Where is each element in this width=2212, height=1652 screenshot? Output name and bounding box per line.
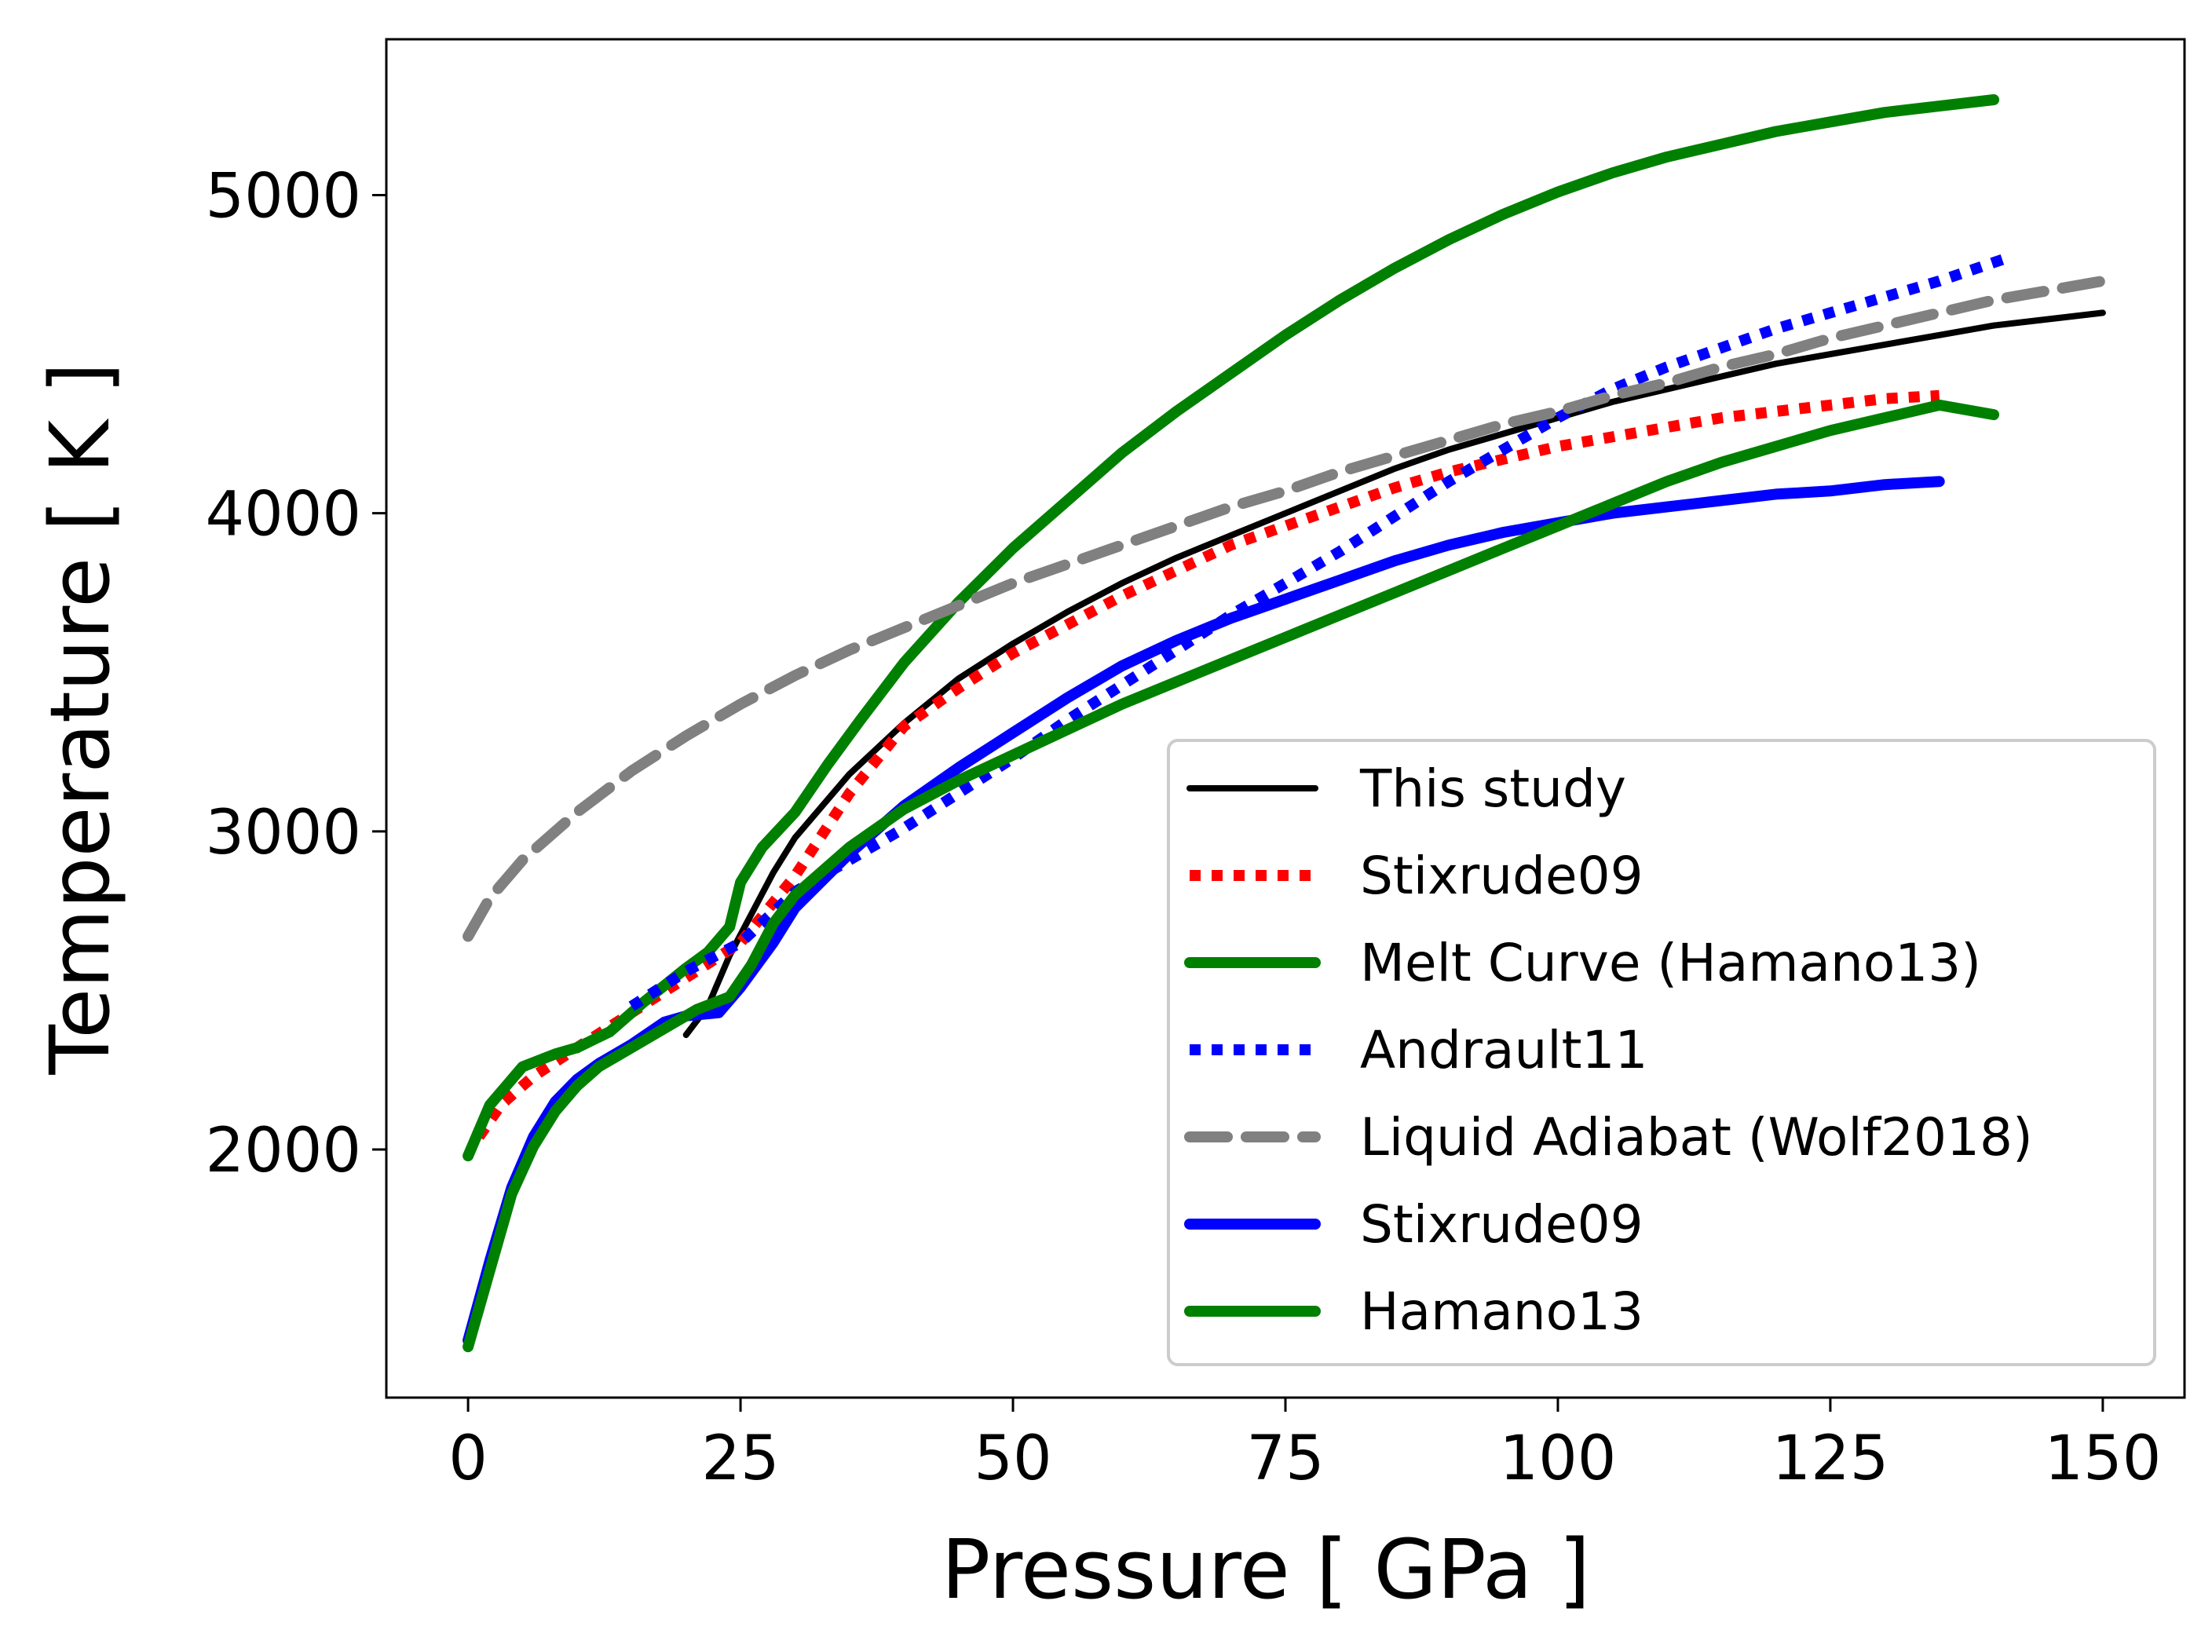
legend-label: Melt Curve (Hamano13) xyxy=(1360,933,1981,993)
x-tick-label: 125 xyxy=(1771,1424,1888,1494)
x-tick-label: 100 xyxy=(1500,1424,1617,1494)
legend-label: Andrault11 xyxy=(1360,1020,1647,1080)
y-tick-label: 2000 xyxy=(205,1116,361,1186)
legend: This study Stixrude09 Melt Curve (Hamano13… xyxy=(1167,739,2156,1366)
legend-label: Stixrude09 xyxy=(1360,846,1643,906)
y-tick-label: 5000 xyxy=(205,162,361,232)
x-tick-label: 75 xyxy=(1246,1424,1324,1494)
legend-label: This study xyxy=(1359,758,1626,819)
x-axis-label: Pressure [ GPa ] xyxy=(941,1522,1591,1617)
series-line-0 xyxy=(682,309,2106,1039)
series-line-3 xyxy=(628,253,2007,1011)
x-tick-label: 0 xyxy=(448,1424,488,1494)
x-tick-label: 25 xyxy=(701,1424,779,1494)
series-line-6 xyxy=(463,399,2000,1353)
x-tick-label: 150 xyxy=(2044,1424,2161,1494)
x-tick-label: 50 xyxy=(974,1424,1051,1494)
series-line-4 xyxy=(463,275,2108,942)
y-tick-label: 3000 xyxy=(205,798,361,868)
y-axis-label: Temperature [ K ] xyxy=(32,362,128,1075)
series-layer xyxy=(463,94,2108,1353)
y-axis: 2000 3000 4000 5000 xyxy=(205,162,386,1186)
y-tick-label: 4000 xyxy=(205,480,361,550)
legend-box xyxy=(1167,739,2156,1366)
legend-label: Hamano13 xyxy=(1360,1281,1643,1342)
legend-label: Liquid Adiabat (Wolf2018) xyxy=(1360,1107,2033,1168)
legend-label: Stixrude09 xyxy=(1360,1194,1643,1255)
x-axis: 0 25 50 75 100 125 150 xyxy=(448,1398,2161,1494)
